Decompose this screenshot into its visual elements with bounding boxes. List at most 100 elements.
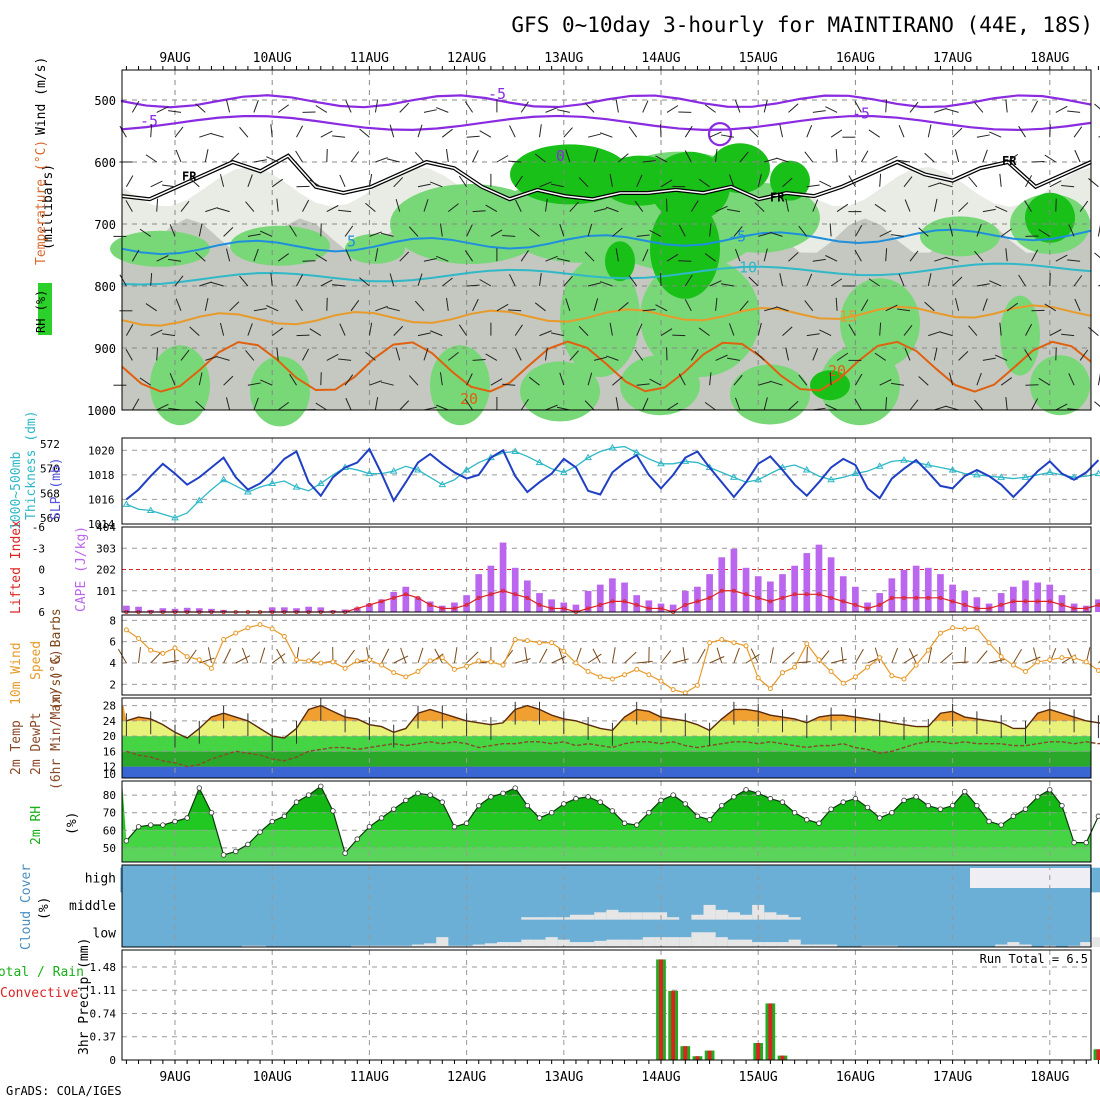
wind-barb [968, 325, 978, 336]
wind-barb [779, 124, 783, 138]
wind-barb [509, 274, 516, 287]
thickness-marker [438, 480, 447, 488]
cape-bar [815, 544, 823, 612]
lifted-index-marker [1084, 606, 1089, 611]
wind-barb [204, 149, 209, 163]
lifted-index-marker [768, 599, 773, 604]
wind-barb [169, 224, 176, 237]
wind-barb [156, 347, 159, 361]
cape-bar [949, 584, 956, 612]
wind-barb [332, 284, 346, 287]
wind-speed-marker [294, 657, 299, 663]
top-date-label: 10AUG [253, 51, 292, 66]
rh-marker [500, 790, 506, 797]
cape-bar [876, 593, 884, 612]
cloud-cell [606, 909, 619, 920]
wind-barb [1012, 649, 1023, 664]
cloud-cell [436, 937, 449, 947]
rh-marker [1047, 787, 1053, 793]
wind-barb [678, 373, 686, 386]
wind-barb [559, 223, 565, 237]
wind-barb [587, 223, 593, 237]
wind-barb [414, 152, 425, 163]
wind-barb [315, 402, 328, 411]
wind-barb [1049, 180, 1062, 188]
wind-barb [138, 647, 141, 664]
wind-barb [578, 177, 589, 188]
rh-marker [755, 790, 761, 797]
cloud-cell [812, 867, 826, 893]
wind-barb [490, 229, 503, 237]
cape-bar [536, 593, 543, 612]
wind-speed-marker [160, 650, 166, 656]
wind-speed-marker [488, 659, 494, 665]
wind-barb [587, 282, 601, 287]
wind-barb [933, 347, 938, 361]
wind-speed-marker [755, 675, 761, 681]
rh-panel-frame [121, 780, 1092, 863]
wind-barb [1067, 110, 1081, 113]
rh-marker [1059, 802, 1065, 809]
freezing-label: FR [770, 191, 785, 205]
wind-barb [788, 252, 799, 262]
wind-barb [320, 130, 333, 138]
wind-barb [520, 101, 529, 113]
wind-barb [976, 224, 982, 237]
temp-contour-label: -5 [728, 227, 746, 245]
cloud-cell [351, 867, 364, 893]
rh-marker [147, 822, 154, 828]
cloud-cell [752, 867, 765, 893]
wind-barb [804, 151, 814, 163]
wind-speed-marker [1095, 667, 1100, 673]
wind-barb [253, 159, 267, 163]
precip-total-label: Total / Rain [0, 965, 84, 980]
wind-speed-marker [707, 640, 713, 646]
wind-barb [976, 650, 988, 664]
cape-bar [305, 606, 312, 612]
wind-barb [277, 401, 290, 411]
wind-barb [345, 100, 352, 113]
wind-barb [245, 350, 255, 361]
wind-barb [715, 297, 718, 311]
wind-barb [524, 647, 528, 664]
rh-marker [281, 813, 288, 819]
wind-barb [885, 396, 888, 411]
thickness-marker [997, 473, 1006, 480]
cape-bar [596, 584, 604, 612]
cloud-cell [1092, 867, 1100, 893]
cape-bar [730, 548, 738, 612]
lifted-index-marker [804, 592, 809, 597]
rh-legend-swatch [38, 283, 52, 335]
wind-barb [660, 650, 672, 664]
cloud-cell [691, 932, 704, 947]
cloud-cell [727, 939, 740, 947]
wind-barb [1025, 656, 1041, 664]
cloud-cell [144, 867, 157, 893]
cloud-cell [630, 912, 643, 920]
cloud-cell [764, 867, 777, 893]
wind-barb [119, 125, 127, 138]
wind-barb [798, 374, 808, 386]
rh-band [122, 830, 1091, 848]
wind-barb [1068, 224, 1075, 237]
bottom-date-label: 9AUG [159, 1070, 190, 1085]
wind-barb [764, 306, 777, 312]
wind-barb [860, 299, 869, 312]
wind-barb [819, 329, 832, 337]
wind-barb [612, 227, 623, 237]
wind-barb [1094, 103, 1100, 110]
wind-barb [698, 178, 710, 188]
wind-barb [1031, 100, 1039, 113]
cloud-cell [800, 944, 813, 947]
cloud-cell [654, 867, 668, 893]
wind-barb [593, 356, 607, 361]
wind-speed-marker [464, 663, 470, 669]
wind-barb [569, 201, 579, 212]
wind-barb [578, 325, 589, 336]
lifted-index-marker [1023, 599, 1028, 604]
wind-barb [952, 276, 963, 287]
cloud-cell [922, 867, 935, 893]
precip-convective-bar [768, 1003, 773, 1060]
thickness-tick: 570 [40, 463, 60, 476]
lifted-index-marker [501, 588, 506, 593]
